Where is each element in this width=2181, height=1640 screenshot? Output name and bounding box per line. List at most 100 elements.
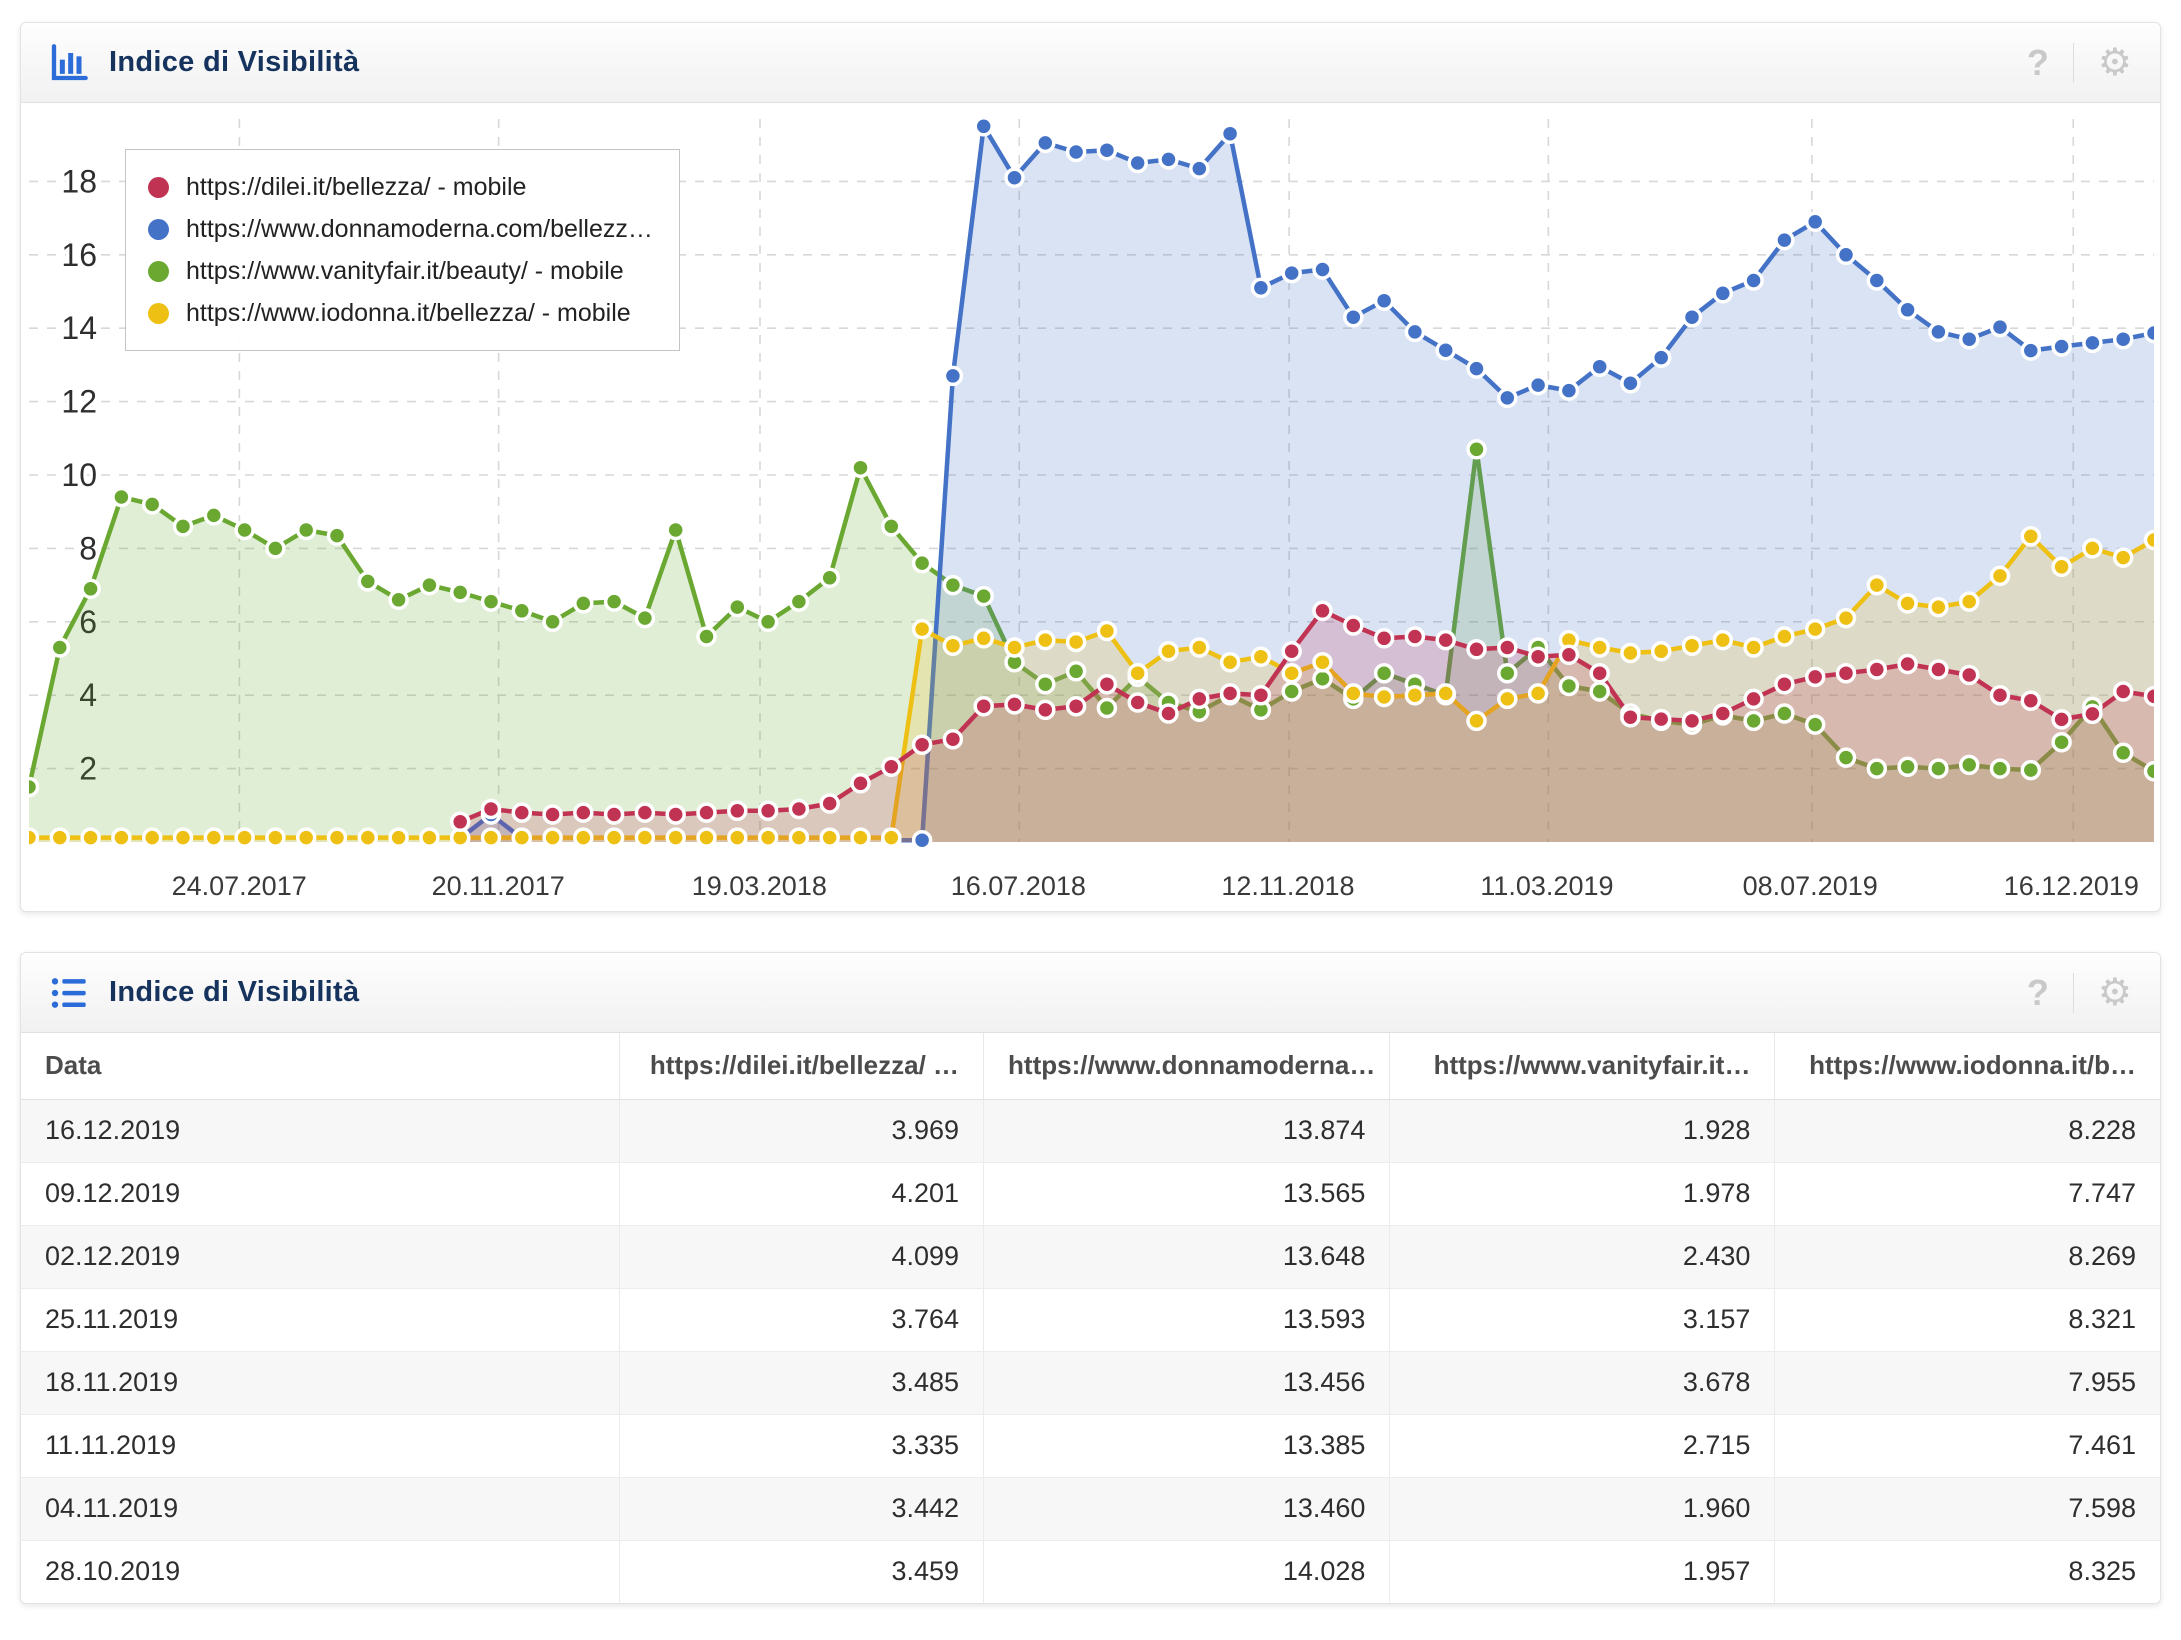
gear-icon[interactable]: ⚙ [2097, 41, 2132, 84]
data-point [1158, 703, 1179, 724]
data-point [1373, 628, 1395, 649]
data-point [1096, 673, 1118, 695]
data-point [1497, 637, 1518, 658]
legend-item[interactable]: https://www.donnamoderna.com/bellezz… [148, 208, 653, 250]
column-header[interactable]: https://www.donnamoderna… [983, 1033, 1391, 1100]
data-point [942, 574, 964, 596]
data-point [542, 611, 563, 633]
visibility-table-panel: Indice di Visibilità ? ⚙ Data https://dil… [20, 952, 2161, 1604]
y-axis-tick-label: 16 [61, 237, 97, 273]
data-point [1527, 683, 1549, 704]
data-point [788, 591, 810, 612]
value-cell: 8.269 [1774, 1225, 2160, 1289]
y-axis-tick-label: 2 [79, 751, 97, 787]
data-point [1527, 374, 1549, 396]
data-point [665, 827, 686, 848]
data-point [295, 827, 317, 848]
legend-label: https://www.donnamoderna.com/bellezz… [186, 214, 653, 243]
data-point [2051, 556, 2072, 578]
column-header[interactable]: https://www.iodonna.it/b… [1774, 1033, 2160, 1100]
data-point [1158, 149, 1179, 170]
table-row: 16.12.2019 3.969 13.874 1.928 8.228 [21, 1099, 2160, 1163]
value-cell: 4.099 [619, 1225, 985, 1289]
legend-item[interactable]: https://www.vanityfair.it/beauty/ - mobi… [148, 250, 653, 292]
data-point [757, 611, 779, 633]
chart-canvas[interactable]: 2 4 6 8 10 12 14 16 18 [29, 105, 2154, 865]
chart-legend: https://dilei.it/bellezza/ - mobile https… [125, 149, 680, 351]
data-point [1589, 662, 1610, 684]
value-cell: 8.321 [1774, 1288, 2160, 1352]
data-point [2143, 760, 2154, 782]
data-point [1743, 270, 1764, 291]
data-point [1866, 270, 1888, 291]
x-axis-labels: 24.07.2017 20.11.2017 19.03.2018 16.07.2018… [29, 865, 2152, 911]
data-point [1743, 637, 1764, 658]
data-point [1312, 600, 1333, 622]
data-point [819, 567, 840, 589]
value-cell: 13.593 [983, 1288, 1391, 1352]
data-point [1096, 139, 1118, 161]
data-point [1743, 710, 1764, 732]
data-point [665, 519, 686, 541]
data-point [1897, 299, 1918, 321]
data-point [1589, 356, 1610, 377]
data-point [1343, 683, 1364, 704]
legend-label: https://dilei.it/bellezza/ - mobile [186, 172, 527, 201]
data-point [911, 618, 933, 640]
data-point [2143, 686, 2154, 707]
legend-item[interactable]: https://dilei.it/bellezza/ - mobile [148, 166, 653, 208]
data-point [1681, 635, 1703, 656]
x-axis-tick-label: 20.11.2017 [431, 871, 565, 901]
data-point [942, 635, 964, 656]
data-point [2051, 709, 2072, 730]
header-divider [2072, 42, 2074, 83]
column-header[interactable]: https://dilei.it/bellezza/ … [619, 1033, 985, 1100]
data-point [1989, 684, 2011, 706]
data-point [172, 827, 194, 848]
data-point [388, 589, 409, 611]
date-cell: 25.11.2019 [21, 1288, 621, 1352]
data-point [1774, 229, 1795, 251]
visibility-chart-panel: Indice di Visibilità ? ⚙ 2 4 6 8 10 12 14 16 18 … [20, 22, 2161, 912]
data-point [2082, 332, 2103, 354]
value-cell: 13.565 [983, 1162, 1391, 1226]
data-point [1435, 339, 1456, 361]
data-point [1404, 684, 1426, 706]
x-axis-tick-label: 16.12.2019 [2003, 871, 2139, 901]
column-header[interactable]: Data [21, 1033, 621, 1100]
value-cell: 3.485 [619, 1351, 985, 1415]
data-point [1620, 372, 1641, 394]
chart-header-actions: ? ⚙ [2026, 41, 2132, 84]
page: Indice di Visibilità ? ⚙ 2 4 6 8 10 12 14 16 18 … [20, 22, 2161, 1604]
visibility-chart[interactable]: 2 4 6 8 10 12 14 16 18 https://dilei.it/bellezza… [29, 105, 2154, 911]
date-cell: 18.11.2019 [21, 1351, 621, 1415]
data-point [727, 596, 748, 618]
data-point [357, 571, 379, 592]
value-cell: 1.960 [1389, 1477, 1776, 1541]
data-point [1804, 211, 1826, 233]
data-point [1712, 283, 1734, 304]
data-point [1189, 158, 1210, 179]
data-point [2020, 759, 2042, 781]
data-point [29, 776, 40, 798]
help-icon[interactable]: ? [2026, 971, 2049, 1013]
data-point [1558, 644, 1580, 666]
data-point [850, 773, 871, 794]
data-point [1558, 675, 1580, 697]
data-point [1035, 132, 1056, 154]
data-point [1189, 637, 1210, 658]
data-point [1835, 662, 1857, 684]
legend-item[interactable]: https://www.iodonna.it/bellezza/ - mobil… [148, 292, 653, 334]
column-header[interactable]: https://www.vanityfair.it… [1389, 1033, 1776, 1100]
data-point [1928, 596, 1949, 618]
data-point [1281, 681, 1302, 702]
value-cell: 1.928 [1389, 1099, 1776, 1163]
gear-icon[interactable]: ⚙ [2097, 971, 2132, 1014]
data-point [1897, 756, 1918, 778]
data-point [1620, 642, 1641, 664]
value-cell: 13.874 [983, 1099, 1391, 1163]
chart-panel-header: Indice di Visibilità ? ⚙ [21, 23, 2160, 103]
data-point [1281, 640, 1302, 662]
data-point [1466, 710, 1487, 732]
help-icon[interactable]: ? [2026, 41, 2049, 83]
